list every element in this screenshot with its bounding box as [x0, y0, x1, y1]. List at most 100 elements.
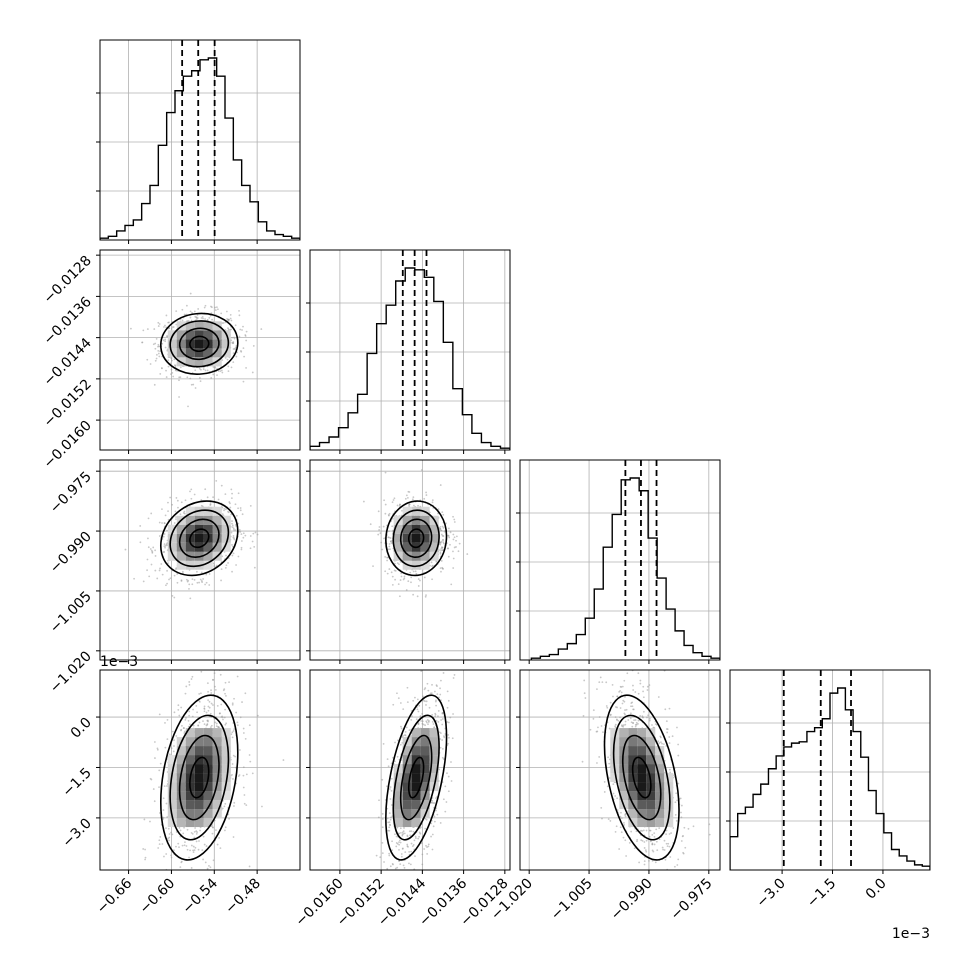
scatter-point — [176, 581, 179, 584]
scatter-point — [162, 816, 165, 819]
scatter-point — [230, 328, 233, 331]
scatter-point — [171, 359, 173, 362]
density-cell — [203, 524, 213, 534]
density-cell — [420, 524, 430, 534]
scatter-point — [387, 821, 390, 824]
scatter-point — [183, 732, 186, 734]
density-cell — [402, 764, 412, 774]
scatter-point — [233, 805, 235, 807]
density-cell — [429, 773, 439, 783]
density-cell — [402, 809, 412, 819]
scatter-point — [439, 567, 442, 569]
scatter-point — [383, 499, 386, 502]
scatter-point — [235, 564, 237, 566]
scatter-point — [189, 723, 191, 726]
scatter-point — [441, 511, 444, 514]
scatter-point — [220, 703, 223, 706]
scatter-point — [156, 353, 158, 356]
scatter-point — [229, 317, 232, 320]
scatter-point — [158, 839, 161, 842]
scatter-point — [221, 371, 224, 374]
scatter-point — [390, 789, 393, 792]
scatter-point — [401, 509, 403, 512]
scatter-point — [436, 685, 438, 688]
density-cell — [393, 782, 403, 792]
scatter-point — [223, 507, 226, 510]
scatter-point — [439, 484, 442, 486]
scatter-point — [405, 726, 408, 729]
density-cell — [194, 800, 204, 810]
scatter-point — [416, 708, 419, 711]
scatter-point — [177, 704, 180, 707]
scatter-point — [438, 768, 441, 771]
scatter-point — [382, 525, 385, 528]
scatter-point — [395, 835, 398, 838]
density-cell — [194, 728, 204, 738]
scatter-point — [439, 551, 442, 554]
scatter-point — [238, 528, 241, 531]
scatter-point — [157, 345, 159, 348]
scatter-point — [224, 708, 227, 711]
scatter-point — [168, 833, 171, 835]
panel-content — [310, 250, 510, 450]
scatter-point — [439, 822, 442, 824]
scatter-point — [232, 754, 235, 757]
scatter-point — [455, 535, 458, 538]
scatter-point — [400, 727, 403, 730]
density-cell — [393, 515, 403, 525]
scatter-point — [202, 835, 205, 838]
density-cell — [185, 809, 195, 819]
scatter-point — [172, 375, 175, 378]
scatter-point — [433, 815, 436, 818]
scatter-point — [164, 722, 166, 724]
scatter-point — [205, 573, 208, 576]
scatter-point — [158, 843, 161, 846]
scatter-point — [427, 721, 430, 723]
scatter-point — [165, 369, 167, 372]
density-cell — [411, 818, 421, 828]
scatter-point — [440, 719, 442, 721]
scatter-point — [208, 706, 211, 709]
scatter-point — [181, 319, 184, 322]
y-tick-label-2-3: −0.975 — [47, 469, 95, 517]
density-cell — [420, 533, 430, 543]
scatter-point — [206, 719, 209, 722]
scatter-point — [220, 716, 223, 719]
scatter-point — [202, 368, 205, 371]
scatter-point — [375, 854, 378, 857]
scatter-point — [198, 700, 201, 703]
scatter-point — [415, 572, 418, 575]
density-cell — [402, 773, 412, 783]
density-cell — [393, 542, 403, 552]
scatter-point — [402, 734, 404, 737]
scatter-point — [159, 373, 162, 375]
scatter-point — [435, 797, 437, 800]
scatter-point — [124, 548, 127, 551]
scatter-point — [282, 759, 285, 761]
scatter-point — [402, 830, 405, 833]
scatter-point — [180, 501, 183, 504]
scatter-point — [396, 826, 399, 829]
scatter-point — [409, 863, 412, 866]
scatter-point — [408, 830, 411, 833]
panel-frame — [309, 669, 511, 871]
density-cell — [212, 737, 222, 747]
scatter-point — [241, 329, 243, 331]
scatter-point — [412, 593, 415, 596]
scatter-point — [443, 735, 445, 738]
scatter-point — [220, 568, 223, 571]
scatter-point — [386, 572, 389, 575]
scatter-point — [405, 589, 408, 591]
contour-0 — [189, 335, 210, 353]
scatter-point — [389, 537, 392, 539]
scatter-point — [396, 692, 398, 695]
scatter-point — [396, 504, 399, 507]
contour-1 — [178, 734, 220, 821]
scatter-point — [195, 830, 198, 832]
density-cell — [420, 764, 430, 774]
scatter-point — [209, 866, 212, 869]
scatter-point — [248, 754, 251, 756]
scatter-point — [203, 723, 206, 726]
density-cell — [402, 515, 412, 525]
scatter-point — [190, 383, 193, 386]
